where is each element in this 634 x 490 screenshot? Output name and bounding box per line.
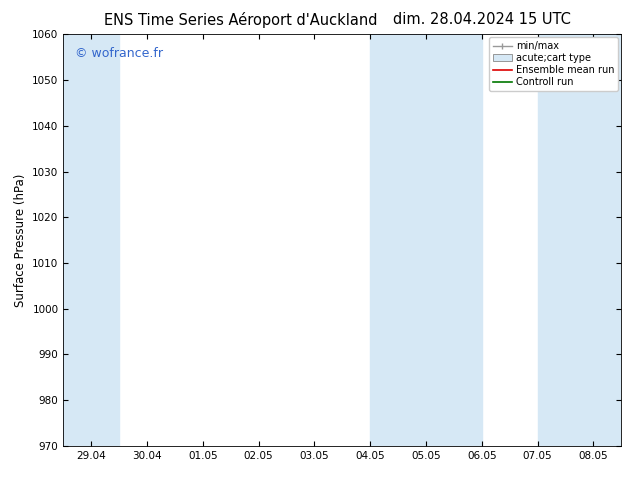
Bar: [63, 34, 119, 446]
Y-axis label: Surface Pressure (hPa): Surface Pressure (hPa): [14, 173, 27, 307]
Text: dim. 28.04.2024 15 UTC: dim. 28.04.2024 15 UTC: [393, 12, 571, 27]
Text: © wofrance.fr: © wofrance.fr: [75, 47, 162, 60]
Text: ENS Time Series Aéroport d'Auckland: ENS Time Series Aéroport d'Auckland: [104, 12, 378, 28]
Legend: min/max, acute;cart type, Ensemble mean run, Controll run: min/max, acute;cart type, Ensemble mean …: [489, 37, 618, 91]
Bar: [370, 34, 482, 446]
Bar: [538, 34, 621, 446]
